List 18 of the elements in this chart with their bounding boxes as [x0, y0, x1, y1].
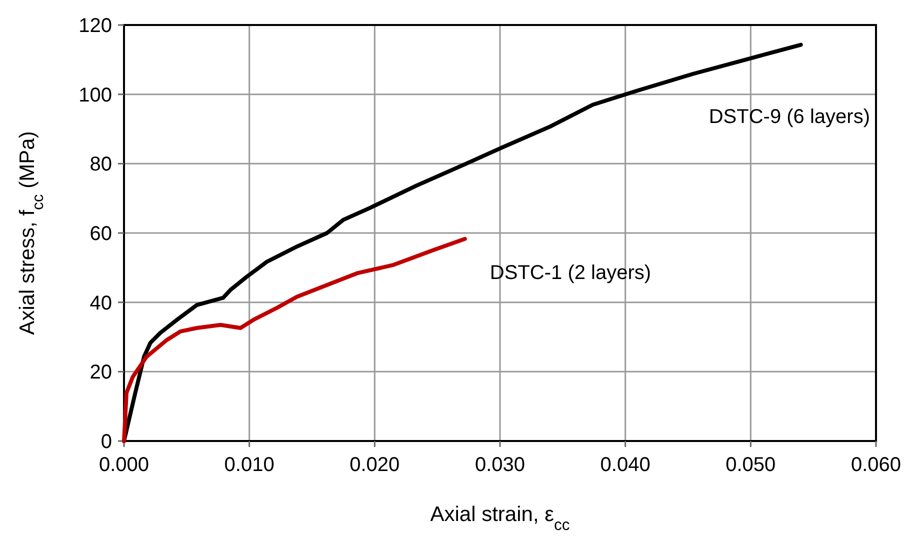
- x-tick-label: 0.060: [850, 454, 902, 476]
- series-label: DSTC-9 (6 layers): [708, 106, 870, 128]
- x-axis-title: Axial strain, ε$_{cc}$: [430, 503, 570, 534]
- y-tick-label: 100: [78, 84, 112, 106]
- y-tick-label: 80: [90, 154, 112, 176]
- x-tick-label: 0.000: [98, 454, 150, 476]
- x-tick-label: 0.050: [726, 454, 776, 476]
- y-tick-label: 40: [90, 292, 112, 314]
- x-tick-label: 0.040: [600, 454, 650, 476]
- x-tick-label: 0.020: [350, 454, 400, 476]
- x-tick-label: 0.030: [474, 454, 526, 476]
- y-tick-label: 60: [90, 223, 112, 245]
- y-tick-label: 120: [78, 15, 112, 37]
- line-series: [122, 236, 467, 443]
- series-label: DSTC-1 (2 layers): [490, 262, 652, 284]
- x-tick-label: 0.010: [224, 454, 274, 476]
- y-tick-label: 20: [90, 362, 112, 384]
- y-tick-label: 0: [100, 431, 112, 453]
